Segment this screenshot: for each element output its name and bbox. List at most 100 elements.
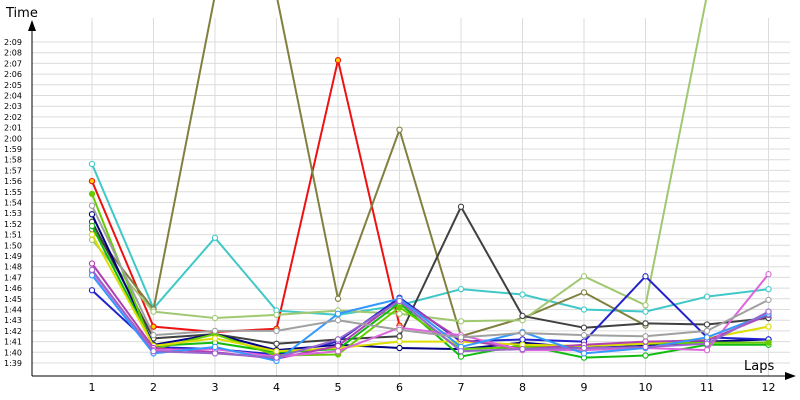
y-tick-label: 2:00 <box>4 134 22 143</box>
x-tick-label: 1 <box>89 381 96 394</box>
data-point <box>334 342 342 350</box>
data-point <box>88 202 96 209</box>
data-point <box>765 286 772 293</box>
y-tick-label: 1:42 <box>4 327 22 336</box>
x-tick-label: 8 <box>519 381 526 394</box>
x-tick-label: 4 <box>273 381 280 394</box>
data-point <box>765 308 772 315</box>
series-4 <box>88 0 708 325</box>
data-point <box>88 211 96 218</box>
data-point <box>334 336 342 343</box>
x-tick-label: 11 <box>700 381 714 394</box>
data-point <box>334 317 342 324</box>
data-point <box>88 160 96 168</box>
x-tick-label: 9 <box>581 381 588 394</box>
data-point <box>88 177 96 185</box>
data-point <box>273 340 280 347</box>
data-point <box>642 320 649 327</box>
y-tick-labels: 1:39 1:401:41 1:42 1:431:44 1:45 1:46 1:471:48… <box>4 38 22 368</box>
data-point <box>211 343 219 351</box>
y-tick-label: 1:44 <box>4 306 22 315</box>
series-line <box>91 59 401 333</box>
x-tick-label: 2 <box>150 381 157 394</box>
y-tick-label: 2:09 <box>4 38 22 47</box>
series-line <box>91 225 769 359</box>
data-point <box>703 293 711 300</box>
data-point <box>211 314 219 322</box>
data-point <box>457 318 465 325</box>
series-line <box>91 0 646 338</box>
data-point <box>396 310 403 317</box>
y-tick-label: 2:03 <box>4 102 22 111</box>
series-lines <box>88 0 772 365</box>
data-point <box>211 335 219 342</box>
y-tick-label: 1:52 <box>4 220 22 229</box>
axes: Time Laps <box>5 6 796 380</box>
data-point <box>88 222 96 230</box>
y-axis-title: Time <box>5 6 38 21</box>
series-line <box>91 205 769 345</box>
y-tick-label: 1:53 <box>4 209 22 218</box>
y-tick-label: 2:04 <box>4 92 22 101</box>
series-line <box>91 163 769 316</box>
data-point <box>765 339 772 346</box>
data-point <box>457 286 465 293</box>
data-point <box>519 345 526 353</box>
series-line <box>91 269 769 359</box>
y-tick-label: 2:07 <box>4 59 22 68</box>
data-point <box>765 296 772 304</box>
x-axis-arrow <box>785 372 796 380</box>
x-tick-label: 7 <box>458 381 465 394</box>
data-point <box>519 312 526 320</box>
x-tick-label: 10 <box>639 381 653 394</box>
data-point <box>88 287 96 294</box>
y-tick-label: 1:50 <box>4 241 22 250</box>
data-point <box>334 295 342 302</box>
data-point <box>396 126 403 133</box>
data-point <box>211 350 219 357</box>
data-point <box>642 352 649 359</box>
x-tick-label: 12 <box>762 381 776 394</box>
y-tick-label: 1:55 <box>4 188 22 197</box>
data-point <box>88 260 96 267</box>
data-point <box>88 190 96 198</box>
data-point <box>703 334 711 341</box>
y-tick-label: 2:06 <box>4 70 22 79</box>
data-point <box>457 353 465 360</box>
data-point <box>580 344 588 352</box>
data-point <box>211 327 219 335</box>
data-point <box>642 343 649 351</box>
series-line <box>91 234 769 353</box>
x-tick-label: 6 <box>396 381 403 394</box>
data-point <box>150 323 157 330</box>
data-point <box>396 333 403 340</box>
series-line <box>91 271 770 358</box>
data-point <box>396 344 403 352</box>
y-axis-arrow <box>28 20 36 31</box>
y-tick-label: 1:40 <box>4 348 22 357</box>
y-tick-label: 1:57 <box>4 166 22 175</box>
y-tick-label: 1:39 <box>4 359 22 368</box>
data-point <box>150 308 157 315</box>
data-point <box>457 203 465 210</box>
data-point <box>150 332 157 339</box>
data-point <box>519 291 526 298</box>
y-tick-label: 1:45 <box>4 295 22 304</box>
data-point <box>150 348 157 355</box>
y-tick-label: 1:41 <box>4 338 22 347</box>
data-point <box>580 324 588 331</box>
data-point <box>334 348 342 355</box>
data-point <box>457 348 465 355</box>
y-tick-label: 1:54 <box>4 199 22 208</box>
data-point <box>519 329 526 337</box>
y-tick-label: 2:02 <box>4 113 22 122</box>
y-tick-label: 1:59 <box>4 145 22 154</box>
data-point <box>211 234 219 241</box>
data-point <box>519 336 526 343</box>
data-point <box>273 327 280 335</box>
data-point <box>273 311 280 318</box>
data-point <box>273 348 280 355</box>
x-tick-labels: 1 2 3 4 5 6 7 8 9 10 11 12 <box>89 381 776 394</box>
y-tick-label: 2:05 <box>4 81 22 90</box>
